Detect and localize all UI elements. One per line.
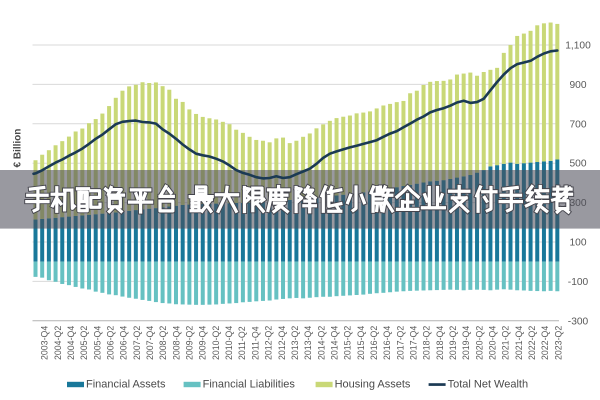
- svg-text:2007-Q4: 2007-Q4: [145, 326, 155, 360]
- svg-text:2005-Q2: 2005-Q2: [79, 326, 89, 360]
- svg-text:2011-Q4: 2011-Q4: [250, 326, 260, 360]
- svg-text:Financial Assets: Financial Assets: [86, 378, 166, 390]
- svg-text:700: 700: [570, 119, 587, 130]
- svg-text:2006-Q2: 2006-Q2: [106, 326, 116, 360]
- svg-text:Financial Liabilities: Financial Liabilities: [203, 378, 296, 390]
- svg-text:2009-Q4: 2009-Q4: [198, 326, 208, 360]
- svg-text:2022-Q4: 2022-Q4: [540, 326, 550, 360]
- svg-text:500: 500: [570, 159, 587, 170]
- svg-text:2018-Q2: 2018-Q2: [422, 326, 432, 360]
- svg-text:2006-Q4: 2006-Q4: [119, 326, 129, 360]
- svg-text:1,100: 1,100: [565, 41, 591, 52]
- svg-text:€ Billion: € Billion: [13, 129, 24, 168]
- svg-text:2018-Q4: 2018-Q4: [435, 326, 445, 360]
- svg-text:2021-Q4: 2021-Q4: [514, 326, 524, 360]
- svg-text:2022-Q2: 2022-Q2: [527, 326, 537, 360]
- svg-text:2012-Q4: 2012-Q4: [277, 326, 287, 360]
- svg-text:2016-Q2: 2016-Q2: [369, 326, 379, 360]
- svg-text:Total Net Wealth: Total Net Wealth: [448, 378, 529, 390]
- svg-text:2019-Q2: 2019-Q2: [448, 326, 458, 360]
- svg-text:2009-Q2: 2009-Q2: [185, 326, 195, 360]
- svg-text:2004-Q4: 2004-Q4: [66, 326, 76, 360]
- svg-text:100: 100: [570, 238, 587, 249]
- svg-text:2005-Q4: 2005-Q4: [92, 326, 102, 360]
- svg-text:-300: -300: [568, 316, 589, 327]
- svg-text:2010-Q4: 2010-Q4: [224, 326, 234, 360]
- svg-text:2010-Q2: 2010-Q2: [211, 326, 221, 360]
- svg-text:900: 900: [570, 80, 587, 91]
- svg-text:-100: -100: [568, 277, 589, 288]
- svg-text:2014-Q2: 2014-Q2: [316, 326, 326, 360]
- svg-text:2013-Q2: 2013-Q2: [290, 326, 300, 360]
- svg-text:2012-Q2: 2012-Q2: [264, 326, 274, 360]
- svg-text:2017-Q4: 2017-Q4: [409, 326, 419, 360]
- svg-text:2008-Q4: 2008-Q4: [171, 326, 181, 360]
- svg-text:2019-Q4: 2019-Q4: [461, 326, 471, 360]
- svg-text:2004-Q2: 2004-Q2: [53, 326, 63, 360]
- svg-text:2011-Q2: 2011-Q2: [237, 326, 247, 360]
- svg-text:2014-Q4: 2014-Q4: [329, 326, 339, 360]
- svg-text:2013-Q4: 2013-Q4: [303, 326, 313, 360]
- svg-text:2017-Q2: 2017-Q2: [395, 326, 405, 360]
- svg-text:2023-Q2: 2023-Q2: [553, 326, 563, 360]
- svg-text:2016-Q4: 2016-Q4: [382, 326, 392, 360]
- svg-text:2007-Q2: 2007-Q2: [132, 326, 142, 360]
- svg-text:Housing Assets: Housing Assets: [335, 378, 411, 390]
- svg-text:2003-Q4: 2003-Q4: [40, 326, 50, 360]
- svg-text:2008-Q2: 2008-Q2: [158, 326, 168, 360]
- svg-text:2020-Q4: 2020-Q4: [488, 326, 498, 360]
- svg-text:2015-Q4: 2015-Q4: [356, 326, 366, 360]
- svg-text:2021-Q2: 2021-Q2: [501, 326, 511, 360]
- svg-text:2020-Q2: 2020-Q2: [474, 326, 484, 360]
- svg-text:2015-Q2: 2015-Q2: [343, 326, 353, 360]
